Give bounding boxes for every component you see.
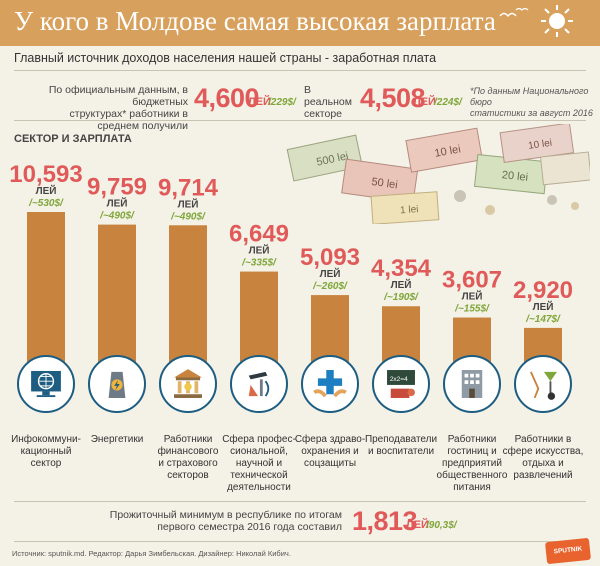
real-stat-value: 4,508 [360, 83, 426, 113]
real-stat-label: В реальном секторе [304, 84, 352, 120]
divider [14, 501, 586, 502]
divider [14, 120, 586, 121]
bar-value-label-0: 10,593 [9, 161, 82, 188]
header-banner: У кого в Молдове самая высокая зарплата [0, 0, 600, 46]
bar-unit-label-1: ЛЕЙ [107, 197, 128, 210]
official-stat-unit: ЛЕЙ [248, 96, 271, 108]
bar-2 [169, 225, 207, 372]
power-plant-icon [88, 355, 146, 413]
official-stat-value: 4,600 [194, 83, 260, 113]
blackboard-icon: 2x2=4 [372, 355, 430, 413]
bar-usd-label-5: /~190$/ [383, 292, 419, 303]
category-label-arts: Работники в сфере искусства, отдыха и развл… [502, 434, 584, 481]
source-note: *По данным Национального бюро статистики… [470, 86, 593, 118]
hotel-icon [443, 355, 501, 413]
official-stat-usd: /229$/ [268, 97, 296, 108]
bar-unit-label-4: ЛЕЙ [320, 267, 341, 280]
svg-text:2x2=4: 2x2=4 [390, 376, 408, 383]
source-credit: Источник: sputnik.md. Редактор: Дарья Зи… [12, 549, 291, 558]
sputnik-logo: SPUTNIK [544, 537, 592, 565]
birds-icon [499, 7, 529, 18]
minimum-value: 1,813 [352, 506, 418, 536]
banknotes-illustration: 500 lei 50 lei 1 lei 10 lei 20 lei 10 le… [286, 124, 590, 224]
bar-value-label-7: 2,920 [513, 277, 573, 304]
bar-value-label-4: 5,093 [300, 244, 360, 271]
real-stat-usd: /224$/ [434, 97, 462, 108]
category-label-finance: Работники финансового и страхового секторов [157, 434, 219, 481]
bar-value-label-6: 3,607 [442, 267, 502, 294]
category-label-education: Преподаватели и воспитатели [364, 434, 438, 457]
bar-usd-label-7: /~147$/ [525, 314, 561, 325]
bar-value-label-3: 6,649 [229, 221, 289, 248]
bar-unit-label-2: ЛЕЙ [178, 197, 199, 210]
bar-unit-label-3: ЛЕЙ [249, 244, 270, 257]
bar-value-label-5: 4,354 [371, 255, 432, 282]
medical-icon [301, 355, 359, 413]
bar-usd-label-2: /~490$/ [170, 211, 206, 222]
minimum-usd: /90,3$/ [426, 520, 457, 531]
official-stat-label: По официальным данным, в бюджетных струк… [48, 84, 188, 132]
bar-usd-label-6: /~155$/ [454, 304, 490, 315]
minimum-label: Прожиточный минимум в республике по итог… [109, 509, 342, 533]
category-label-infocom: Инфокоммуни-кационный сектор [11, 434, 81, 469]
bar-value-label-2: 9,714 [158, 174, 219, 201]
bank-icon [159, 355, 217, 413]
bar-unit-label-6: ЛЕЙ [462, 290, 483, 303]
divider [14, 70, 586, 71]
bar-usd-label-0: /~530$/ [28, 198, 64, 209]
sun-icon [541, 5, 573, 37]
bar-1 [98, 224, 136, 372]
bar-unit-label-7: ЛЕЙ [533, 300, 554, 313]
bar-usd-label-4: /~260$/ [312, 281, 348, 292]
computer-globe-icon [17, 355, 75, 413]
bar-unit-label-5: ЛЕЙ [391, 278, 412, 291]
bar-value-label-1: 9,759 [87, 174, 147, 201]
svg-text:20 lei: 20 lei [501, 169, 528, 184]
category-label-energy: Энергетики [90, 434, 144, 445]
category-label-science: Сфера профес-сиональной, научной и техниче… [222, 434, 296, 493]
svg-text:10 lei: 10 lei [434, 143, 462, 159]
real-stat-unit: ЛЕЙ [413, 96, 436, 108]
divider [14, 541, 586, 542]
svg-text:10 lei: 10 lei [528, 138, 553, 152]
page-subtitle: Главный источник доходов населения нашей… [14, 51, 437, 65]
minimum-unit: ЛЕЙ [406, 519, 429, 531]
bar-usd-label-3: /~335$/ [241, 258, 277, 269]
section-label: СЕКТОР И ЗАРПЛАТА [14, 133, 132, 145]
category-label-health: Сфера здраво-охранения и соцзащиты [294, 434, 366, 469]
bar-usd-label-1: /~490$/ [99, 211, 135, 222]
svg-text:1 lei: 1 lei [400, 204, 419, 216]
category-label-hotels: Работники гостиниц и предприятий общественн… [436, 434, 508, 493]
art-icon [514, 355, 572, 413]
svg-text:50 lei: 50 lei [371, 176, 399, 192]
science-icon [230, 355, 288, 413]
page-title: У кого в Молдове самая высокая зарплата [14, 6, 496, 36]
bar-unit-label-0: ЛЕЙ [36, 184, 57, 197]
bar-0 [27, 212, 65, 372]
